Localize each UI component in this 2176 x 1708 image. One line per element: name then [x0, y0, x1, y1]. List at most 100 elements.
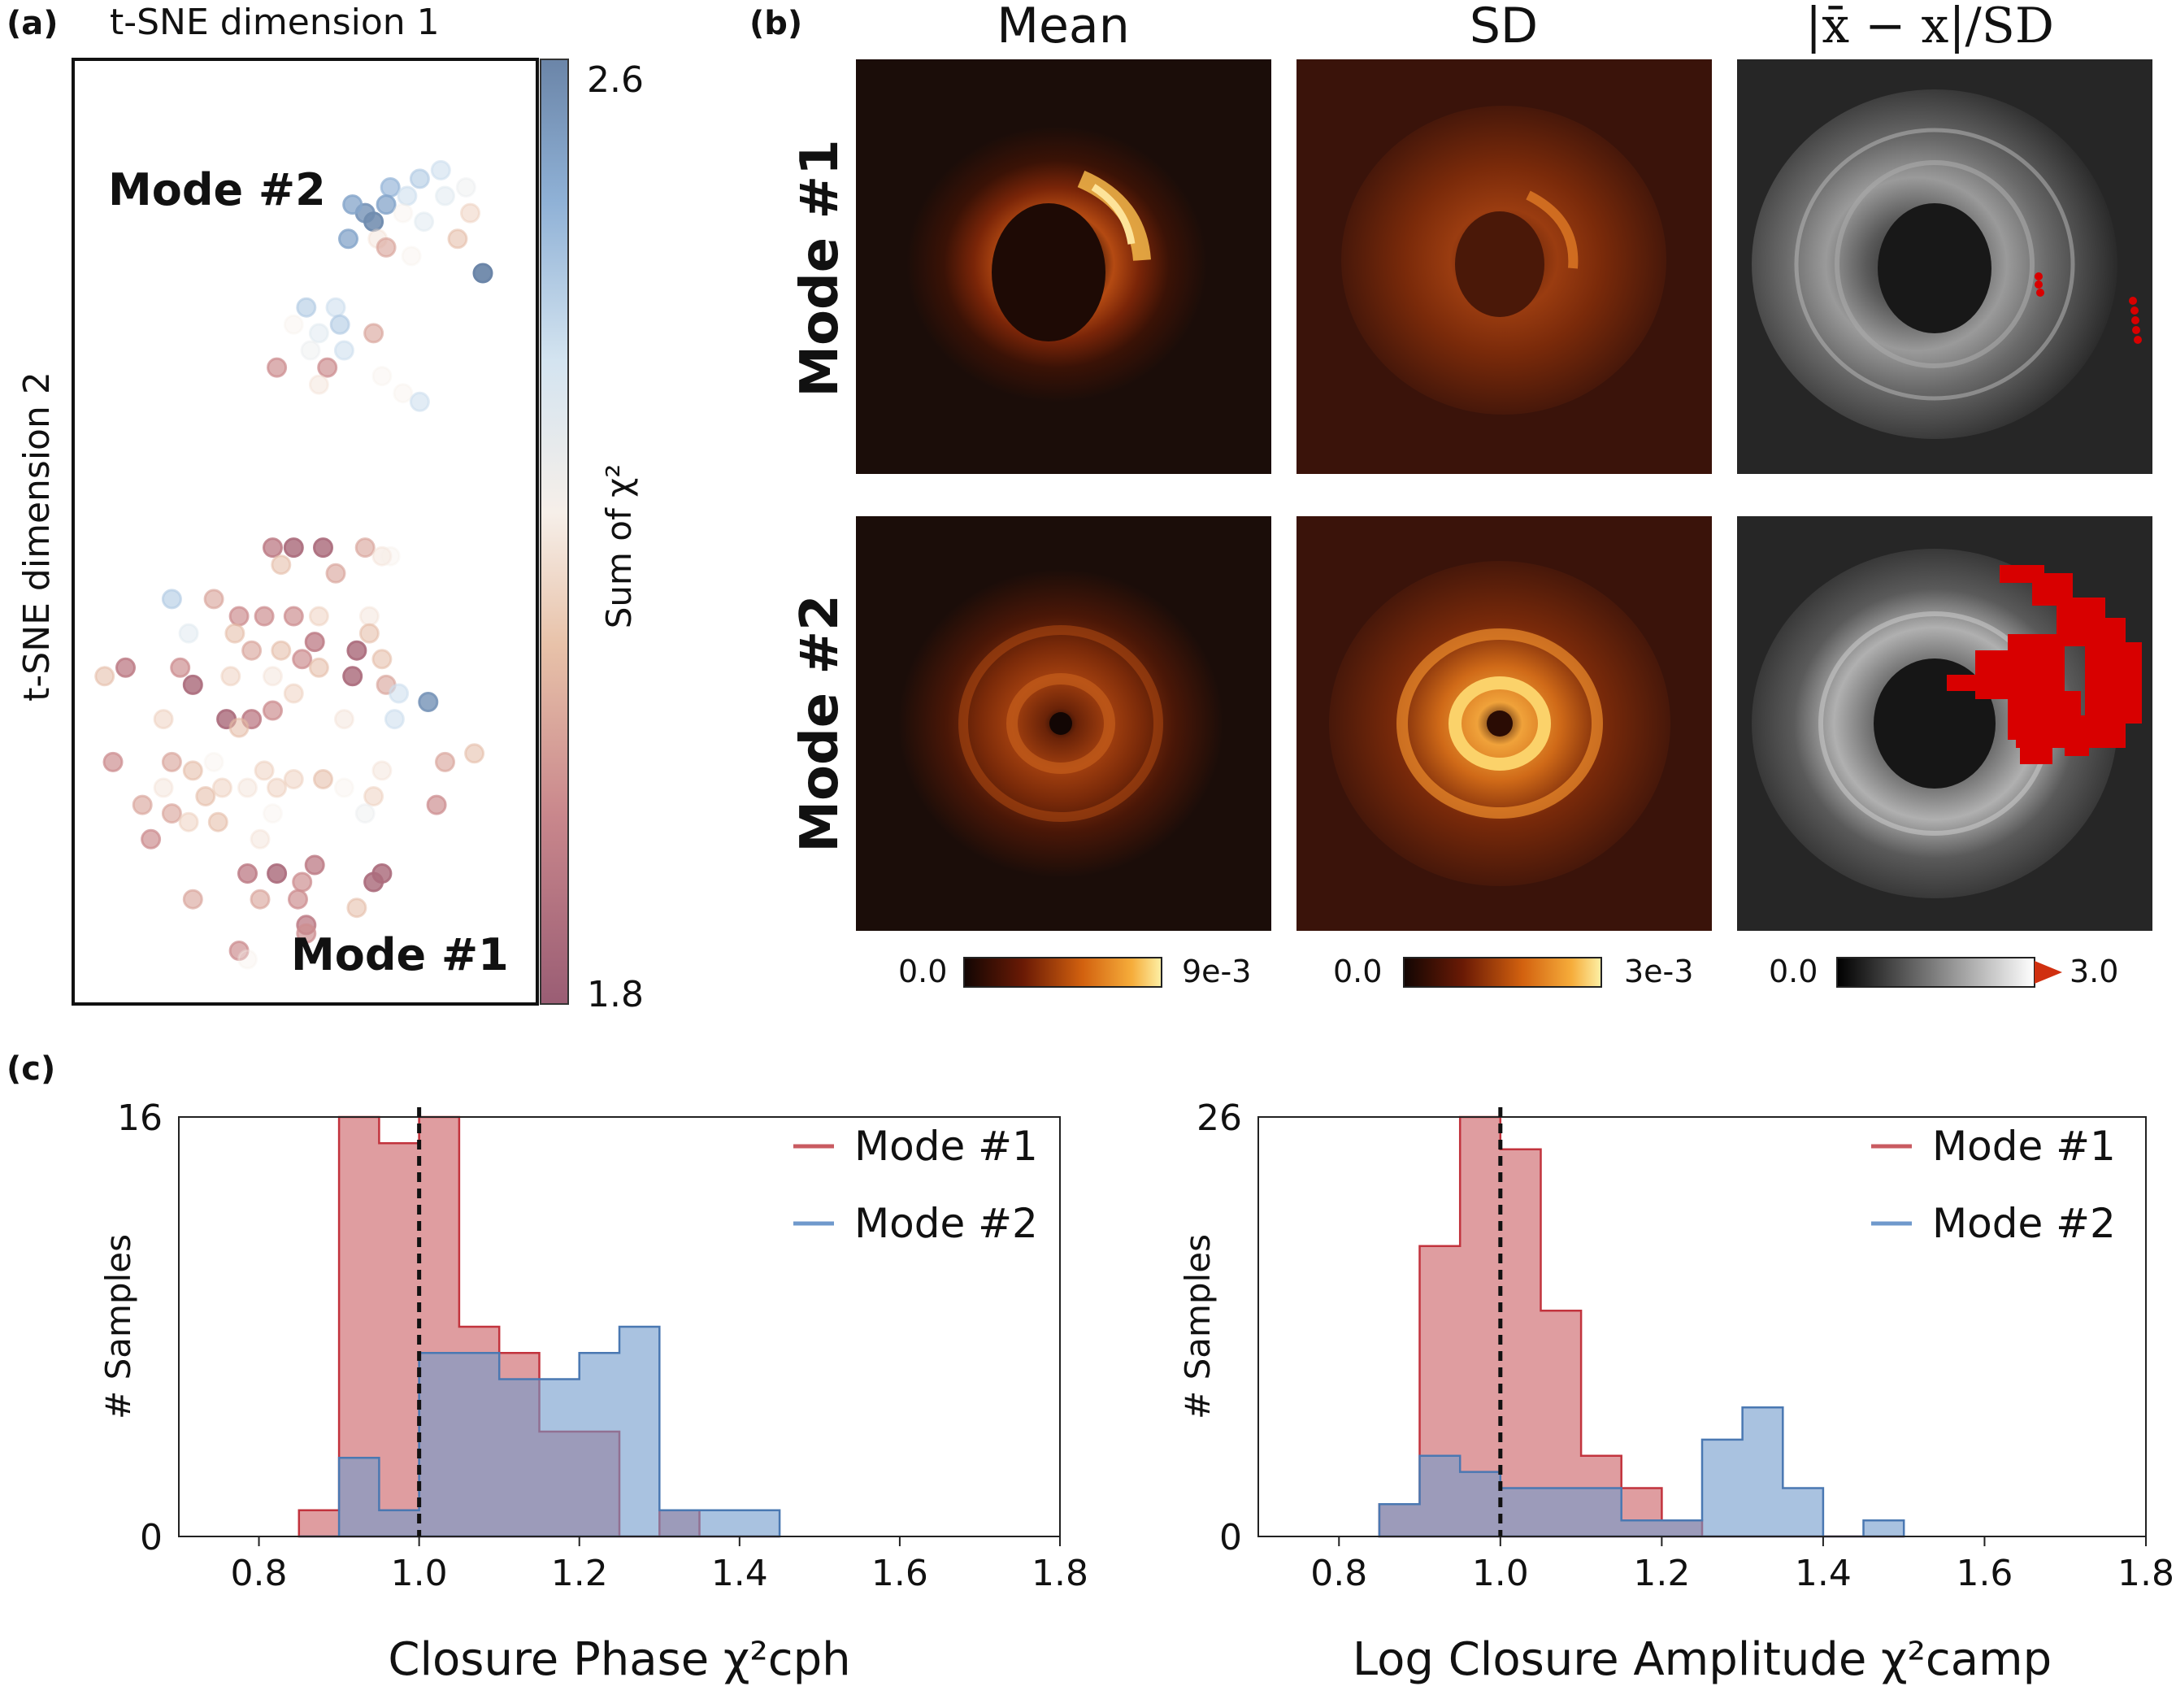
scatter-point: [329, 314, 350, 335]
scatter-point: [464, 743, 485, 764]
col-title-mean: Mean: [997, 0, 1129, 54]
scatter-point: [254, 760, 275, 781]
scatter-point: [430, 159, 451, 180]
image-mode1-residual: [1737, 59, 2152, 474]
scatter-point: [371, 366, 393, 387]
hist-frame: [1257, 1116, 2147, 1537]
scatter-point: [308, 323, 329, 344]
scatter-point: [333, 777, 354, 798]
hist-frame: [178, 1116, 1061, 1537]
scatter-point: [224, 623, 245, 644]
scatter-point: [435, 751, 455, 772]
scatter-point: [472, 263, 493, 284]
hist-x-tick-label: 0.8: [1310, 1553, 1367, 1594]
scatter-point: [292, 649, 313, 670]
scatter-point: [371, 760, 393, 781]
scatter-point: [271, 640, 292, 661]
scatter-point: [115, 657, 136, 678]
cbar-sd: [1403, 957, 1602, 988]
scatter-point: [346, 897, 367, 919]
scatter-point: [393, 202, 414, 224]
scatter-point: [283, 683, 304, 704]
scatter-point: [271, 554, 292, 576]
scatter-point: [435, 185, 455, 206]
scatter-point: [220, 666, 241, 687]
scatter-point: [460, 202, 480, 224]
scatter-point: [409, 391, 430, 412]
scatter-point: [267, 863, 288, 884]
cbar-residual: [1836, 957, 2035, 988]
scatter-point: [426, 794, 447, 815]
scatter-point: [161, 803, 182, 824]
chi2-colorbar-min: 1.8: [587, 974, 644, 1015]
scatter-point: [195, 786, 216, 806]
scatter-point: [313, 537, 333, 558]
scatter-point: [267, 777, 288, 798]
scatter-point: [296, 297, 317, 318]
scatter-point: [304, 632, 325, 653]
chi2-colorbar-max: 2.6: [587, 59, 644, 101]
scatter-point: [338, 228, 358, 250]
scatter-point: [325, 297, 346, 318]
scatter-point: [178, 811, 199, 832]
scatter-point: [346, 640, 367, 661]
scatter-point: [304, 854, 325, 876]
hist-y-tick-label: 0: [1219, 1517, 1242, 1558]
scatter-point: [325, 563, 346, 584]
image-mode1-sd: [1296, 59, 1712, 474]
scatter-point: [228, 606, 250, 627]
scatter-point: [300, 340, 321, 361]
histogram-closure-phase: 0.8 1.0 1.2 1.4 1.6 1.8 0 16 # Samples Closure Ph…: [98, 1097, 1088, 1686]
scatter-points: [94, 159, 493, 970]
panel-label-c: (c): [7, 1050, 55, 1088]
scatter-point: [283, 606, 304, 627]
hist-y-tick-label: 26: [1197, 1097, 1242, 1139]
scatter-point: [376, 194, 397, 215]
scatter-point: [132, 794, 153, 815]
scatter-point: [333, 340, 354, 361]
hist-x-tick-label: 1.4: [711, 1553, 768, 1594]
scatter-point: [263, 666, 283, 687]
scatter-point: [358, 606, 380, 627]
scatter-point: [211, 777, 232, 798]
scatter-point: [354, 537, 376, 558]
legend-label: Mode #2: [1932, 1200, 2116, 1247]
chi2-colorbar-label: Sum of χ²: [599, 464, 639, 628]
scatter-point: [342, 194, 363, 215]
scatter-point: [342, 666, 363, 687]
hist-xlabel: Log Closure Amplitude χ²camp: [1353, 1633, 2052, 1686]
cbar-mean-max: 9e-3: [1182, 954, 1251, 989]
scatter-point: [397, 185, 418, 206]
hist-xlabel: Closure Phase χ²cph: [388, 1633, 850, 1686]
legend-label: Mode #2: [854, 1200, 1038, 1247]
hist-x-tick-label: 1.8: [1032, 1553, 1088, 1594]
scatter-point: [263, 537, 283, 558]
scatter-point: [283, 314, 304, 335]
scatter-point: [228, 717, 250, 738]
scatter-point: [182, 760, 203, 781]
scatter-ylabel: t-SNE dimension 2: [16, 372, 58, 702]
scatter-point: [308, 606, 329, 627]
cbar-residual-max: 3.0: [2070, 954, 2118, 989]
hist-x-tick-label: 1.8: [2117, 1553, 2174, 1594]
hist-y-tick-label: 0: [140, 1517, 163, 1558]
scatter-point: [203, 751, 224, 772]
hist-x-tick-label: 0.8: [231, 1553, 288, 1594]
scatter-point: [178, 623, 199, 644]
scatter-point: [283, 769, 304, 789]
scatter-point: [254, 606, 275, 627]
scatter-frame: [72, 58, 539, 1006]
scatter-point: [308, 374, 329, 395]
mode2-label: Mode #2: [108, 164, 326, 215]
scatter-point: [141, 828, 162, 850]
col-title-residual: |x̄ − x|/SD: [1805, 0, 2054, 54]
scatter-point: [250, 828, 271, 850]
hist-x-tick-label: 1.0: [1472, 1553, 1529, 1594]
scatter-point: [182, 889, 203, 910]
scatter-point: [317, 357, 338, 378]
cbar-mean: [963, 957, 1162, 988]
cbar-sd-max: 3e-3: [1624, 954, 1693, 989]
image-mode2-residual: [1737, 516, 2152, 931]
scatter-point: [363, 786, 384, 806]
